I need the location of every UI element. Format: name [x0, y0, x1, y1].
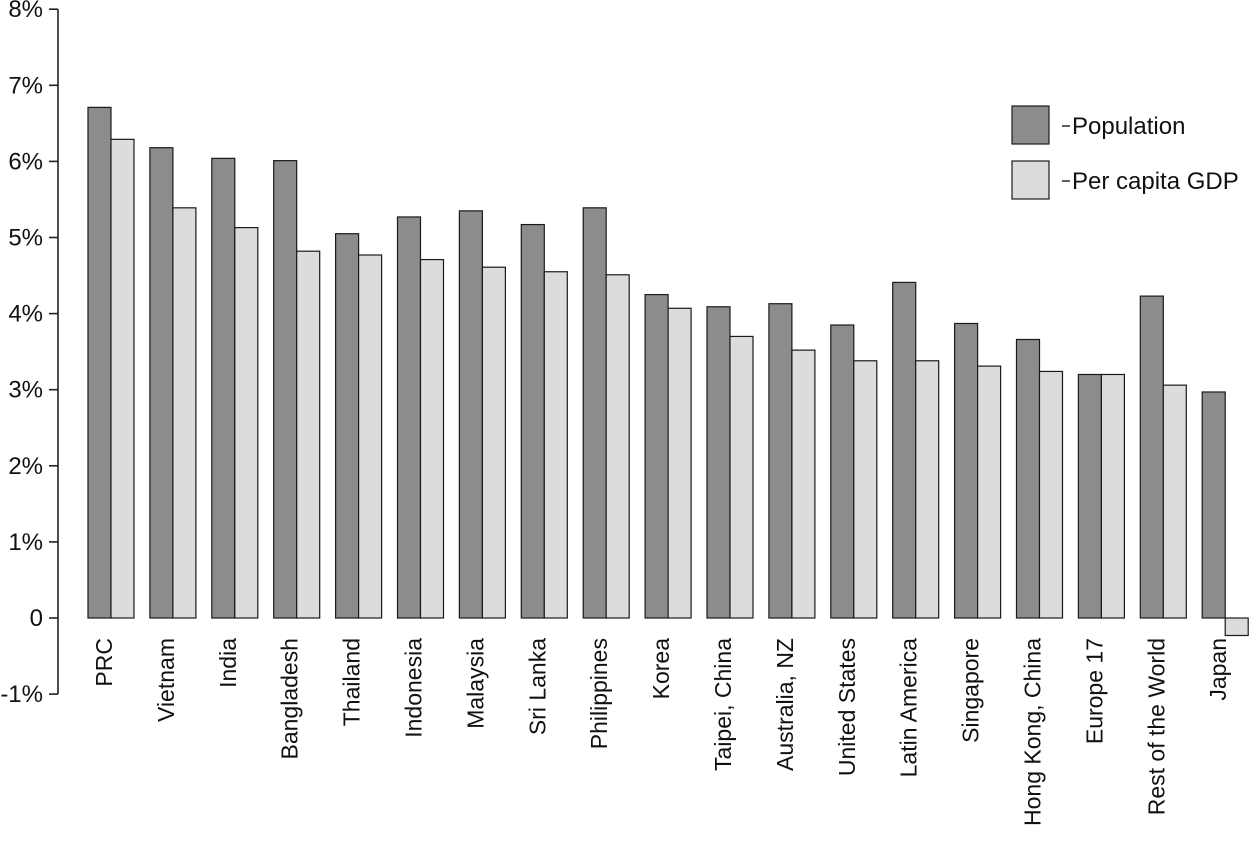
y-tick-label: 2% [8, 453, 43, 480]
bar-population [1201, 391, 1226, 619]
bar-population [458, 210, 483, 619]
bar-population [335, 233, 360, 619]
x-category-label: PRC [91, 638, 117, 687]
bar-population [149, 147, 174, 619]
y-tick-label: 3% [8, 377, 43, 404]
bar-per-capita-gdp [234, 227, 259, 619]
bar-population [1015, 338, 1041, 619]
bar-per-capita-gdp [667, 307, 692, 619]
bar-per-capita-gdp [1038, 370, 1064, 619]
y-tick-label: -1% [0, 681, 43, 708]
bar-per-capita-gdp [605, 274, 630, 619]
x-category-label: Korea [648, 638, 674, 700]
bar-per-capita-gdp [976, 365, 1002, 619]
bar-population [211, 157, 236, 619]
bar-per-capita-gdp [481, 266, 506, 619]
y-axis: -1% 0 1% 2% 3% 4% 5% 6% 7% 8% [0, 0, 59, 708]
bar-population [644, 293, 669, 619]
x-category-label: India [215, 638, 241, 688]
bar-population [953, 322, 979, 619]
y-tick-label: 1% [8, 529, 43, 556]
bar-per-capita-gdp [729, 335, 754, 619]
bar-population [582, 207, 607, 619]
y-tick-label: 6% [8, 148, 43, 175]
x-category-label: Japan [1205, 638, 1231, 701]
bar-per-capita-gdp [543, 271, 568, 619]
x-category-label: Hong Kong, China [1020, 638, 1046, 826]
bar-per-capita-gdp [110, 138, 135, 619]
bar-per-capita-gdp [915, 360, 940, 619]
bar-per-capita-gdp [791, 349, 816, 619]
bar-population [892, 281, 917, 619]
bar-per-capita-gdp [358, 254, 383, 619]
legend: Population Per capita GDP [1011, 105, 1239, 200]
y-tick-label: 5% [8, 225, 43, 252]
x-category-label: Sri Lanka [524, 638, 550, 735]
bar-per-capita-gdp [1100, 373, 1126, 619]
bar-group [87, 106, 1249, 637]
bar-population [396, 216, 422, 619]
x-category-label: Taipei, China [710, 638, 736, 771]
x-category-label: United States [834, 638, 860, 776]
bar-population [273, 160, 298, 619]
x-category-label: Philippines [586, 638, 612, 749]
x-category-label: Vietnam [153, 638, 179, 722]
bar-population [520, 223, 545, 619]
legend-swatch-per-capita-gdp [1011, 160, 1050, 200]
legend-label-per-capita-gdp: Per capita GDP [1072, 168, 1239, 195]
bar-population [1077, 373, 1103, 619]
bar-per-capita-gdp [172, 207, 197, 619]
y-tick-label: 4% [8, 301, 43, 328]
x-category-label: Malaysia [462, 638, 488, 729]
x-category-label: Latin America [896, 638, 922, 778]
bar-population [87, 106, 112, 619]
x-category-label: Rest of the World [1143, 638, 1169, 815]
bar-per-capita-gdp [853, 360, 878, 619]
x-category-label: Europe 17 [1081, 638, 1107, 744]
bar-population [830, 324, 855, 619]
y-tick-label: 7% [8, 72, 43, 99]
x-category-label: Singapore [958, 638, 984, 743]
bar-population [768, 303, 793, 619]
x-category-label: Indonesia [401, 638, 427, 738]
bar-per-capita-gdp [1224, 617, 1249, 637]
legend-swatch-population [1011, 105, 1050, 145]
bar-per-capita-gdp [1162, 384, 1187, 619]
y-tick-label: 8% [8, 0, 43, 23]
y-tick-label: 0 [30, 605, 43, 632]
bar-population [706, 306, 731, 619]
bar-per-capita-gdp [419, 258, 445, 619]
x-category-label: Australia, NZ [772, 638, 798, 771]
x-category-label: Bangladesh [277, 638, 303, 760]
x-axis-labels: PRC Vietnam India Bangladesh Thailand Indones… [91, 638, 1231, 826]
x-category-label: Thailand [339, 638, 365, 726]
bar-population [1139, 295, 1164, 619]
bar-per-capita-gdp [296, 250, 321, 619]
legend-label-population: Population [1072, 113, 1185, 140]
